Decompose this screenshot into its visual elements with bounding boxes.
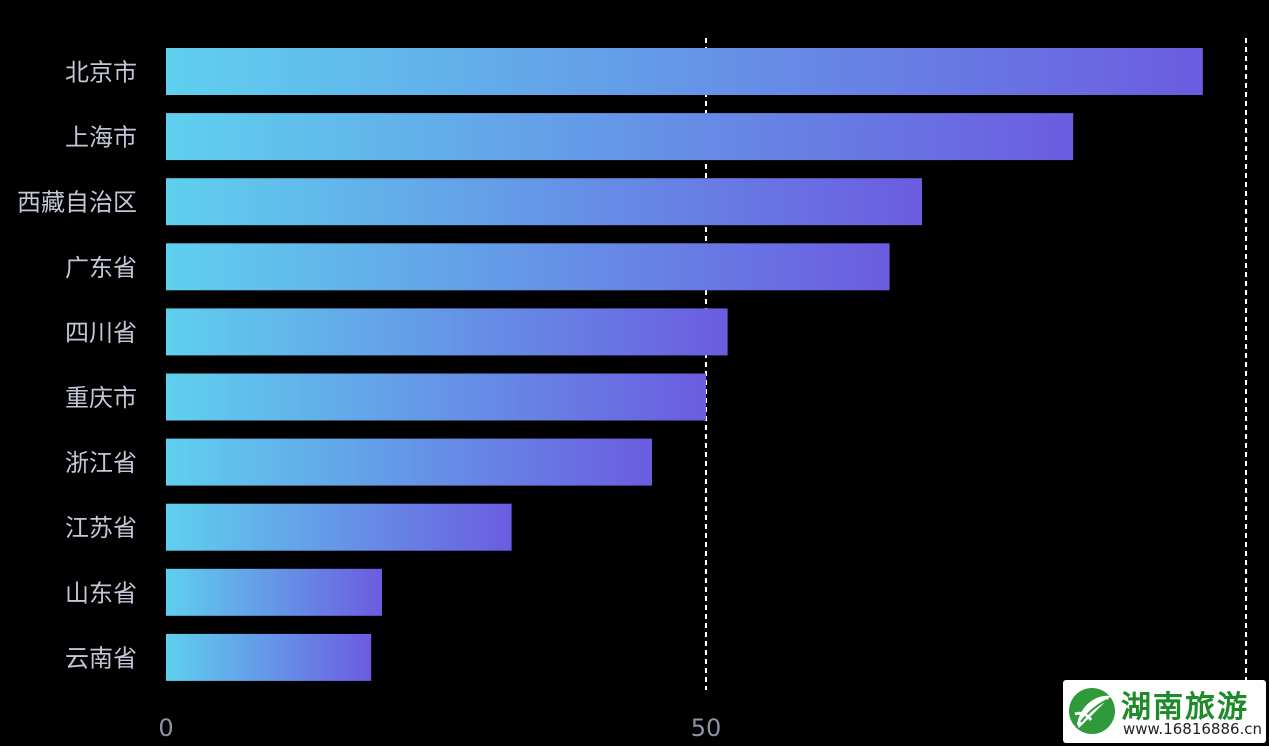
category-label-1: 上海市: [65, 124, 137, 152]
category-label-9: 云南省: [65, 644, 137, 672]
leaf-logo-icon: [1069, 688, 1115, 734]
category-label-2: 西藏自治区: [17, 189, 137, 217]
x-tick-label-1: 50: [691, 714, 722, 742]
bar-4: [166, 308, 728, 356]
category-label-8: 山东省: [65, 579, 137, 607]
x-axis-ticks: 0 50: [158, 714, 721, 742]
bar-5: [166, 373, 706, 421]
bar-6: [166, 438, 652, 486]
bar-9: [166, 633, 372, 681]
bars: [166, 48, 1203, 681]
bar-3: [166, 243, 890, 291]
bar-7: [166, 503, 512, 551]
category-label-0: 北京市: [65, 59, 137, 87]
bar-0: [166, 48, 1203, 95]
category-label-7: 江苏省: [65, 514, 137, 542]
watermark-title: 湖南旅游: [1121, 690, 1249, 725]
bar-8: [166, 568, 382, 616]
category-label-5: 重庆市: [65, 384, 137, 412]
bar-1: [166, 113, 1074, 161]
x-tick-label-0: 0: [158, 714, 173, 742]
category-label-4: 四川省: [65, 319, 137, 347]
watermark: 湖南旅游 www.16816886.cn: [1063, 680, 1266, 743]
watermark-url: www.16816886.cn: [1123, 720, 1263, 738]
category-label-3: 广东省: [65, 254, 137, 282]
category-label-6: 浙江省: [65, 449, 137, 477]
bar-2: [166, 178, 922, 226]
